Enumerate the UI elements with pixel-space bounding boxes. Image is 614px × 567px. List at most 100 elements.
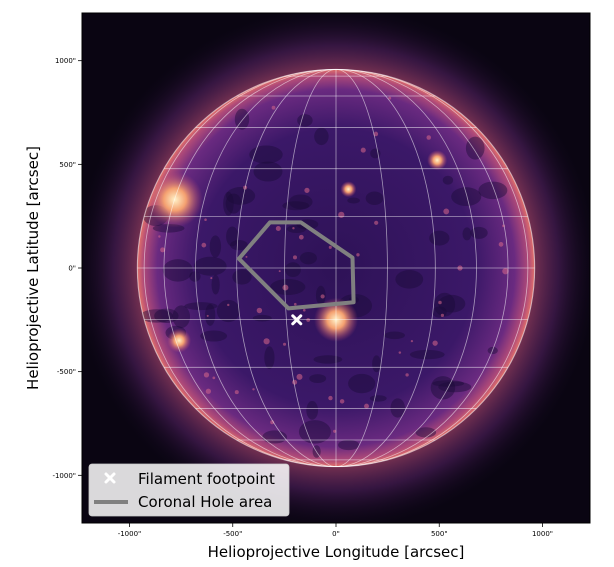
dark-mottle [314, 127, 329, 146]
bright-point [426, 135, 432, 140]
axis-ticks: -1000" -500" 0" 500" 1000" 1000" 500" 0" -500" -1… [52, 57, 553, 538]
bright-point [227, 303, 230, 307]
bright-point [158, 235, 161, 238]
bright-point [282, 284, 289, 291]
bright-point [333, 429, 337, 433]
dark-mottle [162, 259, 193, 282]
dark-mottle [253, 161, 283, 182]
dark-mottle [232, 269, 252, 285]
longitude-line [335, 68, 529, 468]
dark-mottle [209, 235, 222, 258]
active-region [340, 181, 357, 198]
bright-point [245, 255, 248, 258]
dark-mottle [230, 240, 248, 251]
dark-mottle [430, 376, 456, 400]
legend-label-filament: Filament footpoint [138, 470, 275, 488]
dark-mottle [282, 201, 310, 211]
bright-point [304, 187, 310, 193]
legend-box [88, 463, 290, 517]
dark-mottle [225, 193, 242, 214]
longitude-line [163, 68, 337, 468]
x-tick-label: -500" [223, 530, 242, 538]
bright-point [252, 388, 255, 391]
dark-mottle [409, 349, 445, 360]
bright-point [356, 253, 360, 257]
longitude-line [335, 68, 436, 468]
y-tick-label: -500" [57, 368, 76, 376]
dark-mottle [434, 292, 456, 317]
dark-mottle [298, 420, 331, 444]
x-tick-label: 500" [431, 530, 448, 538]
dark-mottle [226, 226, 239, 247]
x-tick-label: 1000" [532, 530, 553, 538]
dark-mottle [395, 270, 424, 289]
longitude-line [195, 68, 337, 468]
coronal-hole-outline [236, 220, 356, 311]
dark-mottle [384, 331, 405, 340]
bright-point [256, 307, 263, 314]
dark-mottle [438, 381, 472, 393]
dark-mottle [338, 439, 360, 451]
active-region [146, 171, 203, 228]
dark-mottle [264, 346, 275, 369]
y-tick-label: 0" [68, 265, 76, 273]
legend-label-coronal-hole: Coronal Hole area [138, 493, 272, 511]
dark-mottle [288, 194, 313, 210]
bright-point [283, 342, 287, 346]
longitude-line [284, 68, 337, 468]
y-axis-label: Helioprojective Latitude [arcsec] [24, 146, 42, 390]
bright-point [440, 313, 445, 318]
bright-point [203, 372, 210, 378]
longitude-line [143, 68, 337, 468]
coordinate-grid [136, 68, 536, 468]
dark-mottle [193, 256, 227, 276]
x-axis-label: Helioprojective Longitude [arcsec] [208, 543, 465, 561]
bright-point [438, 300, 442, 305]
bright-point [364, 403, 369, 409]
y-tick-label: 500" [59, 161, 76, 169]
dark-mottle [184, 302, 218, 311]
dark-mottle [223, 191, 234, 216]
bright-point [388, 96, 392, 100]
dark-mottle [438, 294, 466, 313]
longitude-line [335, 68, 509, 468]
bright-point [405, 373, 409, 377]
bright-point [204, 218, 207, 221]
x-tick-label: 0" [332, 530, 340, 538]
bright-point [160, 247, 166, 253]
dark-mottle [390, 398, 406, 418]
bright-point [432, 340, 438, 346]
longitude-line [335, 68, 477, 468]
bright-point [292, 379, 298, 385]
dark-mottle [306, 401, 319, 420]
dark-mottle [205, 303, 216, 326]
y-tick-label: 1000" [55, 57, 76, 65]
plot-area [82, 13, 590, 523]
bright-point [292, 255, 298, 260]
disk-features [140, 96, 509, 458]
dark-mottle [313, 355, 343, 364]
dark-mottle [249, 145, 283, 164]
dark-mottle [442, 175, 454, 185]
dark-mottle [299, 251, 317, 265]
bright-point [410, 340, 414, 343]
longitude-line [335, 68, 388, 468]
bright-point [306, 318, 311, 322]
dark-mottle [365, 191, 384, 205]
dark-mottle [415, 427, 437, 438]
bright-point [443, 208, 450, 215]
longitude-line [236, 68, 337, 468]
dark-mottle [211, 274, 220, 295]
bright-point [201, 242, 207, 248]
bright-point [360, 147, 366, 153]
dark-mottle [200, 330, 228, 342]
dark-mottle [297, 114, 313, 127]
dark-mottle [252, 314, 272, 322]
dark-mottle [285, 262, 301, 278]
dark-mottle [347, 197, 360, 204]
dark-mottle [432, 380, 465, 387]
bright-point [296, 373, 303, 380]
bright-point [298, 234, 304, 240]
bright-point [271, 105, 276, 110]
x-tick-label: -1000" [118, 530, 142, 538]
